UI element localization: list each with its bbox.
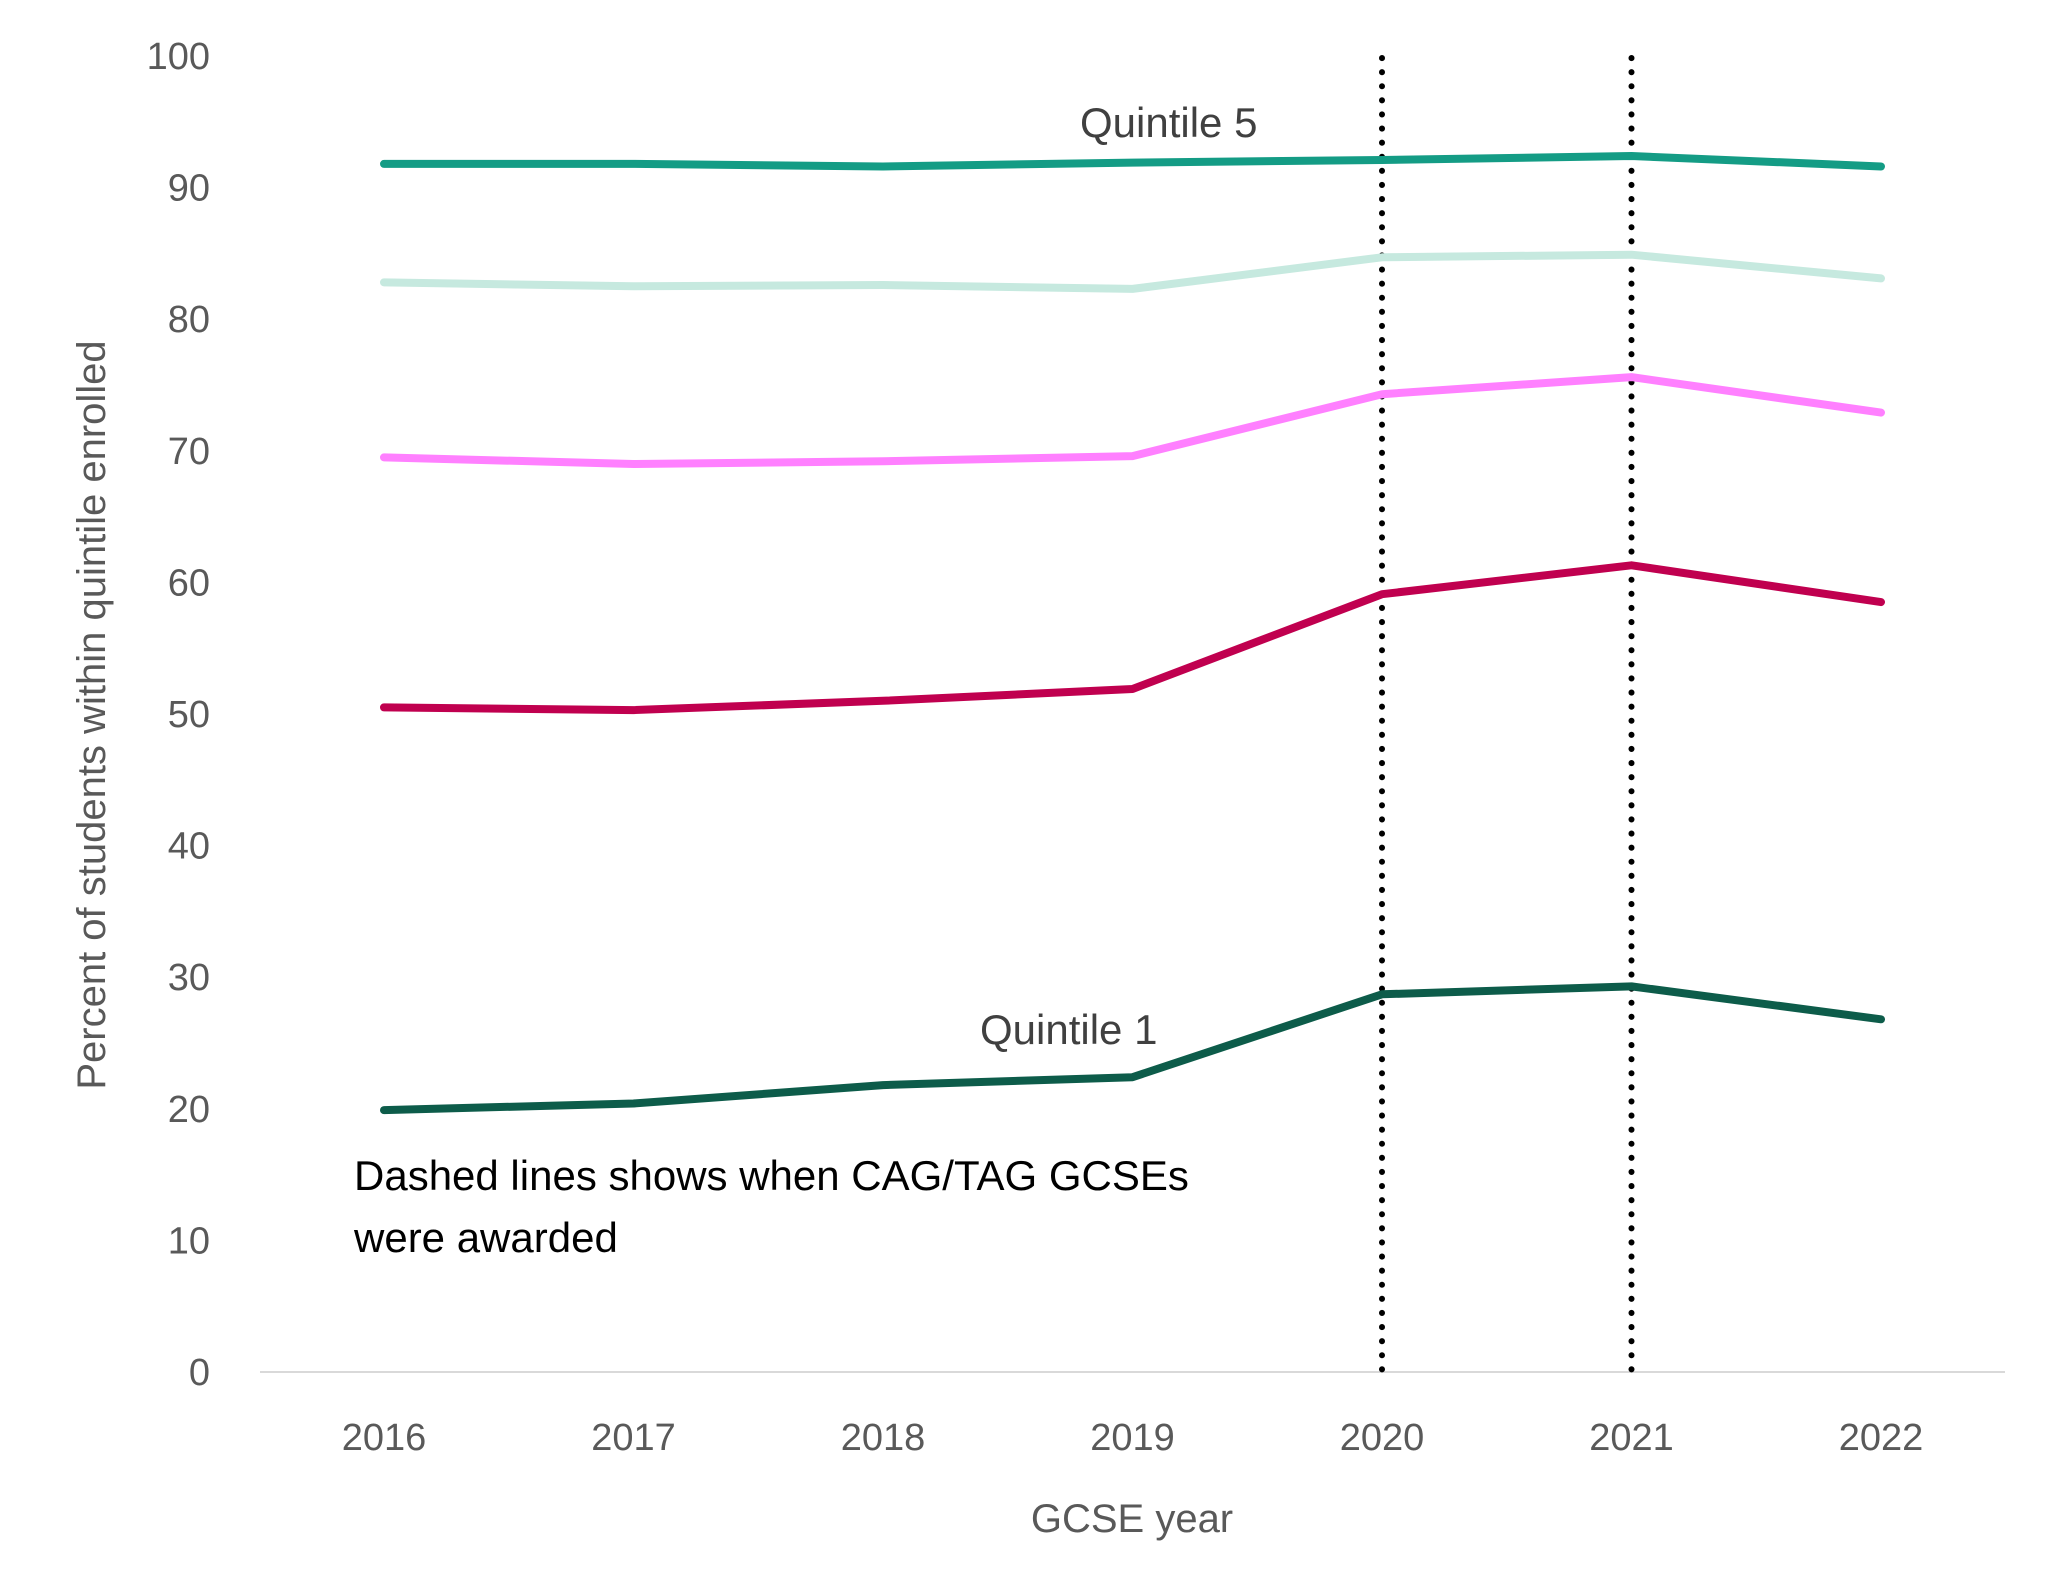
y-tick-label: 70 bbox=[168, 431, 210, 473]
x-tick-label: 2017 bbox=[591, 1417, 676, 1459]
x-tick-label: 2016 bbox=[342, 1417, 427, 1459]
y-tick-label: 20 bbox=[168, 1089, 210, 1131]
x-tick-label: 2019 bbox=[1090, 1417, 1175, 1459]
series-line-2 bbox=[380, 250, 1885, 293]
annotation-line-1: Dashed lines shows when CAG/TAG GCSEs bbox=[354, 1152, 1189, 1199]
series-line-5 bbox=[380, 982, 1885, 1115]
x-axis-title: GCSE year bbox=[1031, 1497, 1233, 1541]
y-axis-title: Percent of students within quintile enro… bbox=[70, 340, 114, 1089]
y-tick-label: 10 bbox=[168, 1220, 210, 1262]
annotation: Dashed lines shows when CAG/TAG GCSEs we… bbox=[353, 1152, 1189, 1261]
x-tick-label: 2018 bbox=[841, 1417, 926, 1459]
x-tick-label: 2022 bbox=[1839, 1417, 1924, 1459]
y-tick-label: 80 bbox=[168, 299, 210, 341]
series-line-4 bbox=[380, 561, 1885, 715]
x-tick-label: 2020 bbox=[1340, 1417, 1425, 1459]
y-tick-label: 100 bbox=[147, 36, 210, 78]
y-tick-label: 0 bbox=[189, 1352, 210, 1394]
series-line-1 bbox=[380, 152, 1885, 171]
series-line-3 bbox=[380, 373, 1885, 468]
y-axis-tick-labels: 0 10 20 30 40 50 60 70 80 90 100 bbox=[147, 36, 210, 1394]
y-tick-label: 30 bbox=[168, 957, 210, 999]
y-tick-label: 90 bbox=[168, 168, 210, 210]
x-tick-label: 2021 bbox=[1589, 1417, 1674, 1459]
series-label-quintile-5: Quintile 5 bbox=[1080, 99, 1257, 146]
y-tick-label: 50 bbox=[168, 694, 210, 736]
x-axis-tick-labels: 2016 2017 2018 2019 2020 2021 2022 bbox=[342, 1417, 1924, 1459]
series-labels: Quintile 5 Quintile 1 bbox=[980, 99, 1257, 1053]
y-tick-label: 60 bbox=[168, 562, 210, 604]
y-tick-label: 40 bbox=[168, 826, 210, 868]
series-lines bbox=[380, 152, 1885, 1115]
annotation-line-2: were awarded bbox=[353, 1214, 618, 1261]
series-label-quintile-1: Quintile 1 bbox=[980, 1006, 1157, 1053]
